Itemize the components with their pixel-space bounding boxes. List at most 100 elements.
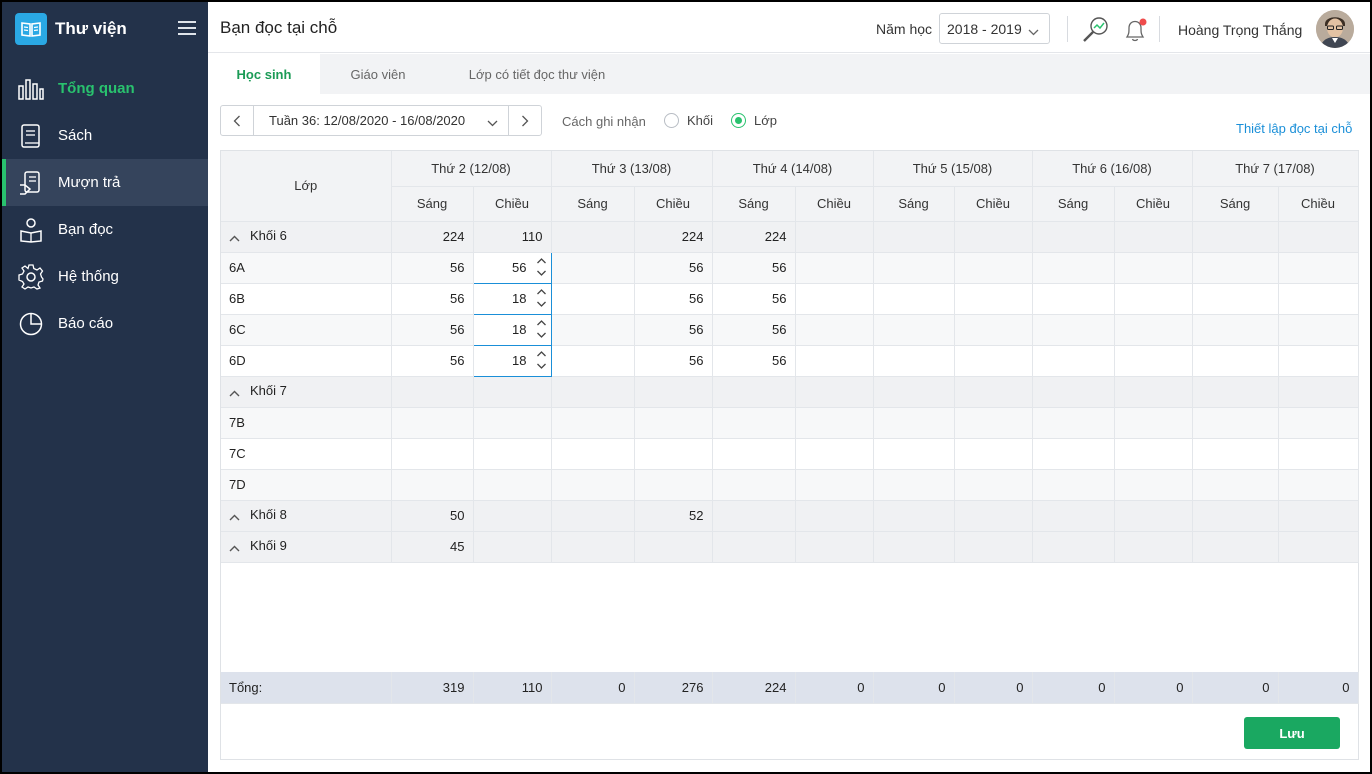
- cell-value[interactable]: [795, 283, 874, 315]
- cell-value[interactable]: [873, 345, 955, 377]
- sidebar-item-borrow[interactable]: Mượn trả: [2, 159, 208, 206]
- cell-value[interactable]: 56: [712, 283, 796, 315]
- cell-value[interactable]: 56: [391, 345, 474, 377]
- cell-value[interactable]: 56: [634, 252, 713, 284]
- cell-value[interactable]: [873, 438, 955, 470]
- cell-value[interactable]: [551, 283, 635, 315]
- cell-value[interactable]: [1114, 407, 1193, 439]
- cell-value[interactable]: [795, 314, 874, 346]
- cell-value[interactable]: [391, 438, 474, 470]
- tab-teachers[interactable]: Giáo viên: [350, 66, 406, 82]
- bell-icon[interactable]: [1121, 16, 1149, 47]
- cell-value[interactable]: [954, 345, 1033, 377]
- number-stepper[interactable]: 56: [472, 251, 552, 284]
- cell-value[interactable]: [1278, 438, 1359, 470]
- cell-value[interactable]: 56: [634, 345, 713, 377]
- school-year-select[interactable]: 2018 - 2019: [939, 13, 1050, 44]
- cell-value[interactable]: [954, 283, 1033, 315]
- number-stepper[interactable]: 18: [472, 313, 552, 346]
- cell-value[interactable]: [1114, 252, 1193, 284]
- cell-value[interactable]: [1278, 252, 1359, 284]
- cell-value[interactable]: [1032, 252, 1115, 284]
- cell-value[interactable]: [1192, 407, 1279, 439]
- stepper-arrows-icon[interactable]: [536, 318, 547, 342]
- user-name[interactable]: Hoàng Trọng Thắng: [1178, 22, 1303, 38]
- cell-value[interactable]: [873, 407, 955, 439]
- cell-value[interactable]: [1032, 345, 1115, 377]
- cell-value[interactable]: [391, 407, 474, 439]
- cell-value[interactable]: [795, 345, 874, 377]
- cell-value[interactable]: 56: [391, 252, 474, 284]
- cell-value[interactable]: [551, 314, 635, 346]
- number-stepper[interactable]: 18: [472, 282, 552, 315]
- cell-value[interactable]: [1032, 407, 1115, 439]
- cell-value[interactable]: [391, 469, 474, 501]
- cell-value[interactable]: [1278, 283, 1359, 315]
- cell-value[interactable]: 56: [634, 283, 713, 315]
- cell-value[interactable]: 56: [391, 314, 474, 346]
- cell-value[interactable]: [712, 407, 796, 439]
- cell-value[interactable]: [1032, 469, 1115, 501]
- cell-value[interactable]: [1032, 283, 1115, 315]
- cell-value[interactable]: [1192, 314, 1279, 346]
- radio-block[interactable]: Khối: [664, 113, 713, 128]
- cell-value[interactable]: [1032, 314, 1115, 346]
- cell-value[interactable]: [1192, 252, 1279, 284]
- group-toggle[interactable]: Khối 7: [221, 376, 392, 408]
- cell-value[interactable]: [634, 469, 713, 501]
- cell-value[interactable]: [634, 438, 713, 470]
- cell-value[interactable]: 56: [712, 314, 796, 346]
- cell-value[interactable]: [795, 252, 874, 284]
- cell-value[interactable]: [1114, 345, 1193, 377]
- cell-value[interactable]: [1192, 283, 1279, 315]
- cell-value[interactable]: [1114, 469, 1193, 501]
- cell-value[interactable]: [551, 469, 635, 501]
- cell-value[interactable]: [1192, 469, 1279, 501]
- cell-value[interactable]: [873, 469, 955, 501]
- cell-value[interactable]: [473, 469, 552, 501]
- radio-class[interactable]: Lớp: [731, 113, 777, 128]
- setup-reading-link[interactable]: Thiết lập đọc tại chỗ: [1236, 121, 1353, 136]
- sidebar-item-readers[interactable]: Bạn đọc: [2, 206, 208, 253]
- cell-value[interactable]: [954, 438, 1033, 470]
- cell-value[interactable]: [1114, 283, 1193, 315]
- save-button[interactable]: Lưu: [1244, 717, 1340, 749]
- sidebar-item-overview[interactable]: Tổng quan: [2, 65, 208, 112]
- cell-value[interactable]: [1114, 438, 1193, 470]
- cell-value[interactable]: [1032, 438, 1115, 470]
- cell-value[interactable]: 56: [634, 314, 713, 346]
- cell-value[interactable]: [1278, 407, 1359, 439]
- cell-value[interactable]: [954, 407, 1033, 439]
- cell-value[interactable]: [551, 345, 635, 377]
- group-toggle[interactable]: Khối 6: [221, 221, 392, 253]
- cell-value[interactable]: 56: [391, 283, 474, 315]
- cell-value[interactable]: [551, 407, 635, 439]
- prev-week-button[interactable]: [221, 106, 253, 135]
- menu-toggle-icon[interactable]: [178, 21, 196, 35]
- cell-value[interactable]: [954, 469, 1033, 501]
- cell-value[interactable]: [1192, 438, 1279, 470]
- number-stepper[interactable]: 18: [472, 344, 552, 377]
- cell-value[interactable]: [551, 252, 635, 284]
- cell-value[interactable]: [873, 283, 955, 315]
- cell-value[interactable]: [551, 438, 635, 470]
- cell-value[interactable]: [795, 438, 874, 470]
- stepper-arrows-icon[interactable]: [536, 287, 547, 311]
- cell-value[interactable]: [1278, 314, 1359, 346]
- cell-value[interactable]: [1278, 469, 1359, 501]
- cell-value[interactable]: [1114, 314, 1193, 346]
- brand[interactable]: Thư viện: [15, 12, 127, 46]
- cell-value[interactable]: [473, 407, 552, 439]
- avatar[interactable]: [1316, 10, 1354, 48]
- search-stats-icon[interactable]: [1082, 16, 1110, 47]
- week-select[interactable]: Tuần 36: 12/08/2020 - 16/08/2020: [253, 106, 509, 135]
- stepper-arrows-icon[interactable]: [536, 256, 547, 280]
- cell-value[interactable]: [712, 438, 796, 470]
- next-week-button[interactable]: [509, 106, 541, 135]
- cell-value[interactable]: [954, 252, 1033, 284]
- cell-value[interactable]: [795, 407, 874, 439]
- cell-value[interactable]: [1192, 345, 1279, 377]
- sidebar-item-system[interactable]: Hệ thống: [2, 253, 208, 300]
- cell-value[interactable]: [873, 252, 955, 284]
- cell-value[interactable]: [473, 438, 552, 470]
